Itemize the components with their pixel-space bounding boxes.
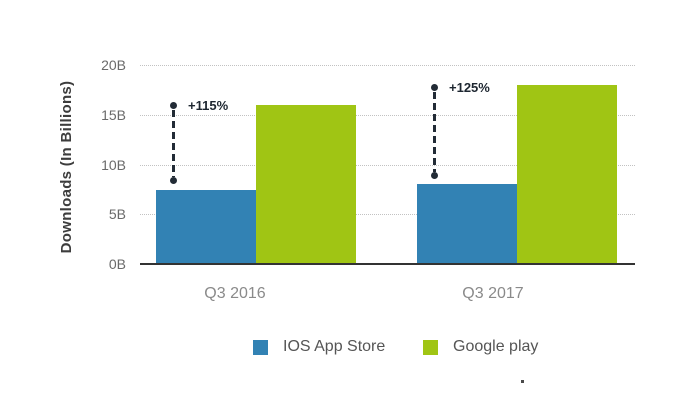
y-tick-5B: 5B (108, 206, 126, 222)
legend-label-google-play: Google play (453, 338, 539, 355)
gridline-5B (140, 214, 635, 215)
legend-swatch-google-play (423, 339, 438, 355)
x-label-q3-2017: Q3 2017 (462, 285, 524, 302)
gridline-10B (140, 165, 635, 166)
x-label-q3-2016: Q3 2016 (204, 285, 266, 302)
x-axis-line (140, 263, 635, 265)
legend-swatch-ios-app-store (253, 339, 268, 355)
y-axis-title: Downloads (In Billions) (58, 80, 75, 254)
legend-label-ios-app-store: IOS App Store (283, 338, 386, 355)
bar-google-play-q3-2017[interactable] (517, 85, 617, 264)
y-tick-10B: 10B (101, 157, 126, 173)
growth-dot-bottom-q3-2017 (430, 172, 438, 179)
growth-dot-top-q3-2017 (430, 84, 438, 91)
growth-dot-top-q3-2016 (169, 102, 177, 109)
gridline-15B (140, 115, 635, 116)
legend-item-google-play[interactable]: Google play (423, 338, 539, 355)
bar-ios-app-store-q3-2016[interactable] (156, 190, 256, 264)
growth-line-q3-2017 (432, 92, 436, 172)
legend-item-ios-app-store[interactable]: IOS App Store (253, 338, 386, 355)
growth-line-q3-2016 (171, 110, 175, 177)
stray-dot-artifact (521, 380, 524, 383)
growth-label-q3-2016: +115% (188, 98, 229, 113)
gridline-20B (140, 65, 635, 66)
growth-dot-bottom-q3-2016 (169, 177, 177, 184)
y-tick-0B: 0B (108, 256, 126, 272)
growth-label-q3-2017: +125% (449, 80, 490, 95)
bar-ios-app-store-q3-2017[interactable] (417, 184, 517, 264)
y-tick-20B: 20B (101, 57, 126, 73)
y-tick-15B: 15B (101, 107, 126, 123)
bar-google-play-q3-2016[interactable] (256, 105, 356, 264)
